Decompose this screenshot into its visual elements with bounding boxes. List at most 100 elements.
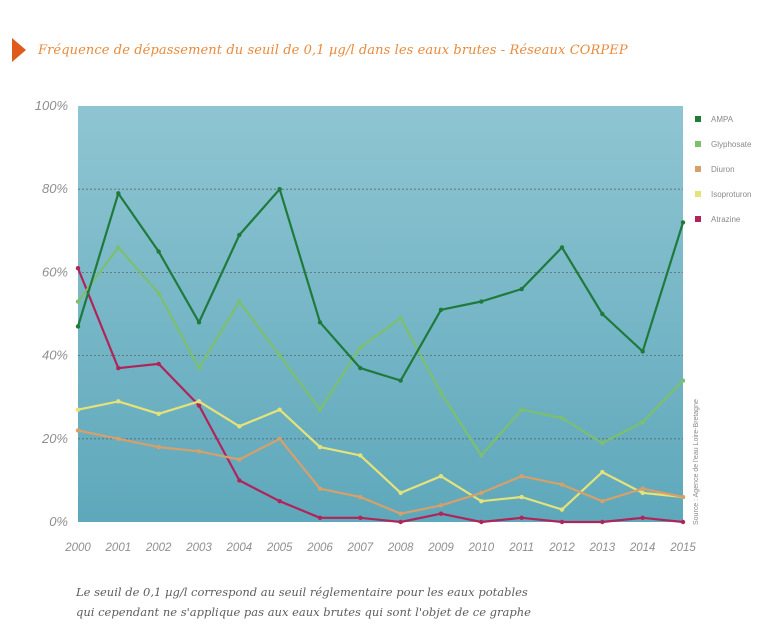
data-point-atrazine xyxy=(196,403,202,408)
data-point-diuron xyxy=(600,499,605,504)
x-tick-label: 2015 xyxy=(669,542,696,554)
x-tick-label: 2014 xyxy=(629,542,656,554)
y-tick-label: 80% xyxy=(42,181,68,196)
data-point-isoproturon xyxy=(559,507,565,512)
data-point-isoproturon xyxy=(640,490,645,496)
x-tick-label: 2009 xyxy=(427,542,454,554)
x-tick-label: 2004 xyxy=(226,542,253,554)
series-line-atrazine xyxy=(76,267,684,524)
data-point-atrazine xyxy=(479,519,484,525)
legend-label-ampa: AMPA xyxy=(711,115,734,124)
data-point-isoproturon xyxy=(358,453,363,458)
data-point-atrazine xyxy=(358,515,363,521)
legend-swatch-atrazine xyxy=(695,216,701,222)
data-point-diuron xyxy=(438,503,444,508)
chart-title: Fréquence de dépassement du seuil de 0,1… xyxy=(38,42,628,58)
data-point-ampa xyxy=(680,220,686,225)
data-point-ampa xyxy=(358,365,363,371)
x-tick-label: 2002 xyxy=(145,542,172,554)
data-point-isoproturon xyxy=(116,399,121,404)
data-point-diuron xyxy=(317,486,323,491)
data-point-ampa xyxy=(640,349,645,354)
data-point-glyphosate xyxy=(75,299,81,304)
chart-caption: Le seuil de 0,1 µg/l correspond au seuil… xyxy=(76,582,716,622)
data-point-atrazine xyxy=(519,515,524,521)
data-point-isoproturon xyxy=(519,494,524,500)
data-point-glyphosate xyxy=(196,365,202,371)
legend-label-isoproturon: Isoproturon xyxy=(711,190,751,199)
data-point-atrazine xyxy=(640,515,645,521)
y-tick-label: 20% xyxy=(41,431,68,446)
data-point-diuron xyxy=(519,474,524,479)
y-tick-label: 0% xyxy=(49,514,68,529)
x-tick-label: 2010 xyxy=(468,542,495,554)
data-point-ampa xyxy=(559,245,565,250)
x-tick-label: 2003 xyxy=(185,542,212,554)
x-tick-label: 2011 xyxy=(508,542,534,554)
data-point-glyphosate xyxy=(317,407,323,412)
data-point-isoproturon xyxy=(600,469,605,475)
data-point-atrazine xyxy=(237,478,242,483)
data-point-diuron xyxy=(156,444,161,450)
chart-title-row: Fréquence de dépassement du seuil de 0,1… xyxy=(12,36,628,64)
data-point-glyphosate xyxy=(237,299,242,304)
x-tick-label: 2013 xyxy=(589,542,616,554)
data-point-diuron xyxy=(398,511,403,516)
caption-line-1: Le seuil de 0,1 µg/l correspond au seuil… xyxy=(76,585,528,599)
data-point-diuron xyxy=(479,490,484,496)
data-point-glyphosate xyxy=(680,378,686,383)
legend-label-atrazine: Atrazine xyxy=(711,215,741,224)
data-point-glyphosate xyxy=(600,440,605,446)
data-point-glyphosate xyxy=(559,415,565,421)
x-tick-label: 2000 xyxy=(64,542,91,554)
data-point-atrazine xyxy=(600,519,605,525)
data-point-atrazine xyxy=(75,266,81,271)
data-point-isoproturon xyxy=(196,399,202,404)
series-line-glyphosate xyxy=(77,246,684,457)
data-point-ampa xyxy=(398,378,403,383)
data-point-diuron xyxy=(559,482,565,487)
data-point-ampa xyxy=(600,311,605,317)
data-point-diuron xyxy=(237,457,242,462)
x-tick-label: 2006 xyxy=(306,542,333,554)
data-point-atrazine xyxy=(398,519,403,525)
legend-swatch-isoproturon xyxy=(695,191,701,197)
data-point-glyphosate xyxy=(398,315,403,321)
legend-label-glyphosate: Glyphosate xyxy=(711,140,752,149)
x-tick-label: 2008 xyxy=(387,542,414,554)
data-point-ampa xyxy=(237,232,242,238)
legend-label-diuron: Diuron xyxy=(711,165,735,174)
series-line-ampa xyxy=(76,188,685,382)
data-point-ampa xyxy=(438,307,444,313)
data-point-atrazine xyxy=(156,361,161,367)
legend-swatch-ampa xyxy=(695,116,701,122)
data-point-atrazine xyxy=(559,519,565,525)
data-point-isoproturon xyxy=(438,474,444,479)
data-point-glyphosate xyxy=(519,407,524,412)
x-tick-label: 2001 xyxy=(105,542,132,554)
data-point-diuron xyxy=(116,436,121,441)
data-point-diuron xyxy=(196,449,202,454)
data-point-diuron xyxy=(75,428,81,433)
data-point-atrazine xyxy=(317,515,323,521)
y-tick-label: 100% xyxy=(35,98,68,113)
plot-area xyxy=(78,106,683,522)
y-tick-label: 60% xyxy=(42,264,68,279)
data-point-glyphosate xyxy=(358,345,363,350)
orange-arrow-icon xyxy=(12,38,26,62)
caption-line-2: qui cependant ne s'applique pas aux eaux… xyxy=(76,605,531,619)
data-point-atrazine xyxy=(116,365,121,371)
data-point-glyphosate xyxy=(277,353,282,358)
series-line-isoproturon xyxy=(77,400,684,511)
y-tick-label: 40% xyxy=(42,348,68,363)
data-point-isoproturon xyxy=(317,444,323,450)
data-point-ampa xyxy=(116,191,121,196)
legend-swatch-glyphosate xyxy=(695,141,701,147)
x-tick-label: 2012 xyxy=(548,542,575,554)
data-point-atrazine xyxy=(438,511,444,516)
data-point-diuron xyxy=(358,494,363,500)
data-point-ampa xyxy=(519,286,524,292)
data-point-atrazine xyxy=(277,499,282,504)
data-point-isoproturon xyxy=(156,411,161,417)
